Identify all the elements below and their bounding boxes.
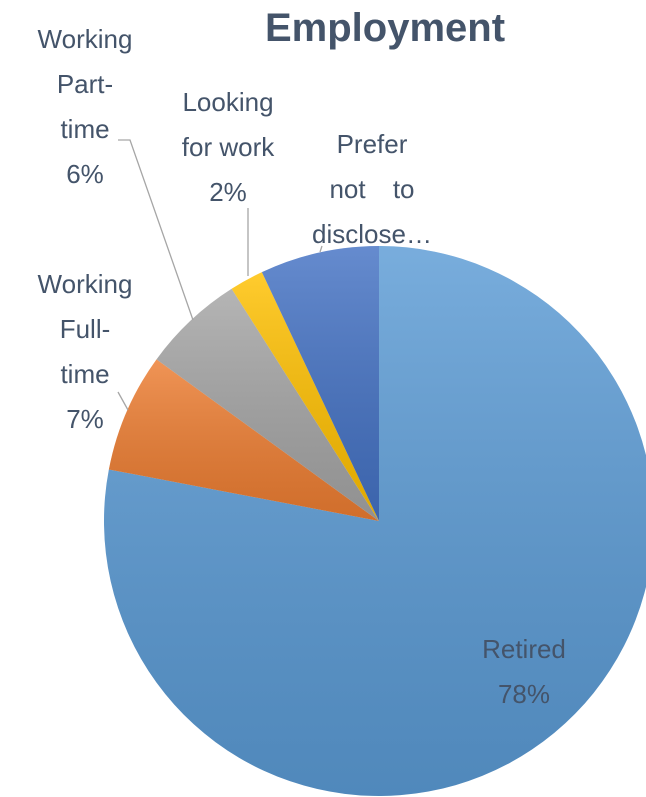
category-label: Looking for work	[181, 87, 275, 162]
category-label: Prefer not to disclose…	[312, 129, 432, 249]
category-label: Working Part-time	[37, 24, 133, 144]
category-label: Retired	[482, 634, 566, 664]
data-label: Working Part-time 6%	[37, 17, 134, 197]
value-label: 6%	[66, 159, 104, 189]
data-label: Retired 78%	[454, 627, 594, 717]
data-label: Prefer not to disclose…	[310, 122, 435, 257]
leader-line	[118, 139, 194, 321]
leader-line	[319, 245, 323, 253]
category-label: Working Full-time	[37, 269, 133, 389]
leader-line	[117, 391, 129, 411]
value-label: 78%	[497, 679, 551, 709]
data-label: Looking for work 2%	[173, 80, 283, 215]
value-label: 2%	[209, 177, 247, 207]
pie	[104, 246, 646, 796]
data-label: Working Full-time 7%	[37, 262, 134, 442]
slice-shading	[156, 288, 379, 521]
slice-shading	[104, 246, 646, 796]
chart-title: Employment	[264, 6, 506, 50]
slice-shading	[261, 246, 379, 521]
slice-shading	[108, 359, 380, 521]
slice-shading	[231, 272, 379, 521]
value-label: 7%	[66, 404, 104, 434]
